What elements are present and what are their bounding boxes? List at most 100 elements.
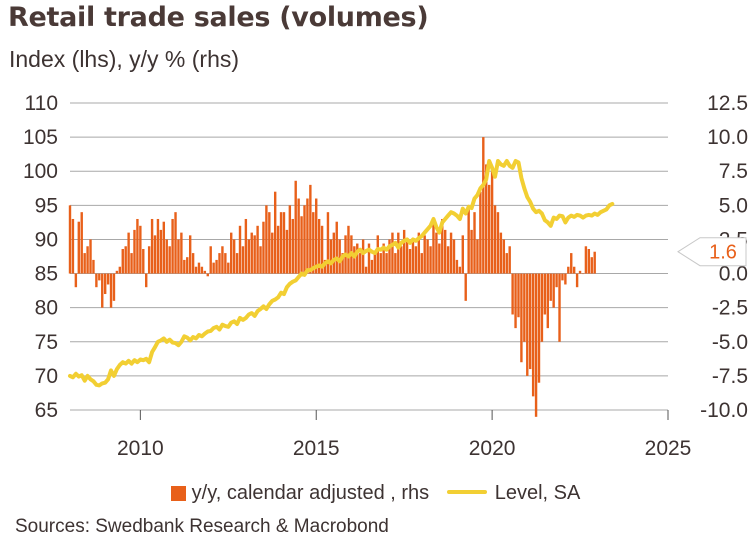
bar — [174, 212, 177, 274]
bar — [332, 232, 336, 274]
bar — [221, 246, 224, 274]
left-tick-label: 100 — [23, 160, 58, 183]
bar — [165, 239, 168, 274]
bar — [180, 232, 183, 274]
bar — [496, 212, 500, 274]
bar — [159, 229, 163, 274]
bar — [414, 246, 418, 274]
bar — [262, 221, 265, 274]
bar — [543, 273, 547, 315]
chart-subtitle: Index (lhs), y/y % (rhs) — [9, 46, 240, 72]
bar — [118, 266, 122, 274]
bar — [449, 232, 453, 274]
bar — [382, 243, 385, 274]
bar — [89, 239, 92, 274]
bar — [273, 191, 277, 274]
bar — [130, 253, 133, 274]
bar — [235, 253, 239, 274]
bar — [309, 184, 312, 274]
bar — [156, 218, 160, 274]
left-tick-label: 80 — [35, 297, 58, 320]
bar — [212, 262, 215, 274]
bar — [86, 246, 89, 274]
bar — [561, 273, 564, 281]
bar — [142, 248, 145, 274]
bar — [315, 198, 318, 274]
bar — [364, 266, 368, 274]
right-tick-label: -7.5 — [712, 365, 748, 388]
left-tick-label: 85 — [35, 263, 58, 286]
bar — [356, 243, 359, 274]
bar — [256, 225, 259, 274]
bar-series — [68, 137, 596, 417]
bar — [487, 184, 491, 274]
bar — [77, 221, 80, 274]
bar — [320, 225, 324, 274]
bar — [291, 218, 294, 274]
bar — [98, 273, 101, 281]
bar — [590, 257, 593, 274]
bar — [341, 253, 344, 274]
bar — [443, 229, 447, 274]
bar — [133, 229, 136, 274]
bar — [145, 273, 148, 288]
bar — [373, 253, 377, 274]
bar — [367, 243, 371, 274]
bar — [499, 232, 503, 274]
bar — [338, 239, 341, 274]
bar — [517, 273, 520, 318]
bar — [103, 273, 107, 295]
bar — [438, 243, 441, 274]
bar — [197, 262, 201, 274]
bar — [265, 205, 268, 274]
left-tick-label: 65 — [35, 399, 58, 422]
bar — [523, 273, 526, 342]
bar — [285, 229, 289, 274]
callout-box — [677, 237, 747, 267]
bar — [162, 221, 166, 274]
bar — [426, 239, 429, 274]
bar — [227, 262, 230, 274]
bar — [306, 198, 309, 274]
bar — [405, 239, 409, 274]
bar — [441, 218, 444, 274]
bar — [485, 164, 488, 274]
left-tick-label: 95 — [35, 194, 58, 217]
bar — [312, 212, 315, 274]
left-tick-label: 105 — [23, 126, 58, 149]
bar — [323, 259, 327, 274]
bar — [329, 239, 333, 274]
x-tick-label: 2025 — [645, 437, 692, 460]
bar — [101, 273, 104, 308]
bar — [564, 273, 567, 285]
bar — [215, 259, 218, 274]
bar — [411, 239, 415, 274]
right-tick-label: 0.0 — [719, 263, 748, 286]
left-tick-label: 75 — [35, 331, 58, 354]
bar — [534, 273, 538, 417]
bar — [473, 212, 476, 274]
bar — [203, 270, 207, 274]
right-tick-label: -10.0 — [700, 399, 748, 422]
bar — [570, 253, 573, 274]
bar — [531, 273, 535, 397]
bar — [546, 273, 549, 329]
bar — [127, 232, 130, 274]
bar — [347, 225, 350, 274]
bar — [218, 253, 221, 274]
bar — [92, 259, 95, 274]
bar — [417, 232, 421, 274]
bar — [394, 253, 397, 274]
left-tick-label: 70 — [35, 365, 58, 388]
bar — [171, 218, 174, 274]
bar — [238, 225, 242, 274]
bar — [282, 212, 286, 274]
right-tick-label: 7.5 — [719, 160, 748, 183]
last-value-callout: 1.6 — [677, 237, 747, 267]
bar — [83, 253, 86, 274]
bar — [461, 235, 464, 274]
bar — [294, 180, 297, 274]
bar — [572, 266, 576, 274]
legend-item-line: Level, SA — [446, 482, 580, 505]
bar — [259, 246, 262, 274]
